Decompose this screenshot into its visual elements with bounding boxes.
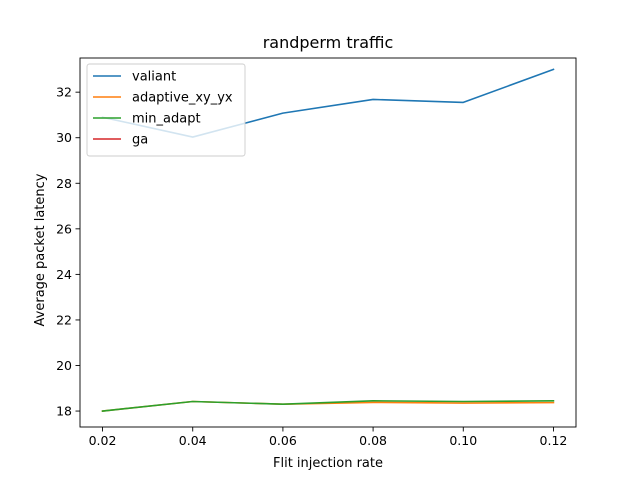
chart-title: randperm traffic: [263, 33, 394, 52]
x-tick-label: 0.08: [359, 433, 387, 448]
x-tick-label: 0.12: [540, 433, 568, 448]
x-tick-label: 0.04: [179, 433, 207, 448]
y-tick-label: 22: [56, 312, 72, 327]
legend-entry-min-adapt: min_adapt: [132, 112, 201, 127]
x-axis-label: Flit injection rate: [273, 456, 383, 471]
y-tick-label: 28: [56, 176, 72, 191]
series-line-min-adapt: [101, 400, 555, 412]
y-tick-label: 18: [56, 404, 72, 419]
legend-entry-adaptive-xy-yx: adaptive_xy_yx: [132, 91, 233, 106]
y-tick-label: 26: [56, 221, 72, 236]
y-tick-label: 24: [56, 267, 72, 282]
x-tick-label: 0.10: [449, 433, 477, 448]
x-tick-label: 0.02: [89, 433, 117, 448]
axes-frame: [79, 57, 577, 428]
y-tick-label: 32: [56, 85, 72, 100]
plot-area: 0.02 0.04 0.06 0.08 0.10 0.12 18 20 22 24 26 28 30 32: [56, 57, 577, 448]
y-axis-label: Average packet latency: [33, 173, 48, 326]
legend-entry-valiant: valiant: [132, 70, 176, 85]
x-tick-label: 0.06: [269, 433, 297, 448]
legend-entry-ga: ga: [132, 133, 148, 148]
legend-box: [86, 63, 246, 157]
y-tick-label: 20: [56, 358, 72, 373]
y-tick-label: 30: [56, 130, 72, 145]
